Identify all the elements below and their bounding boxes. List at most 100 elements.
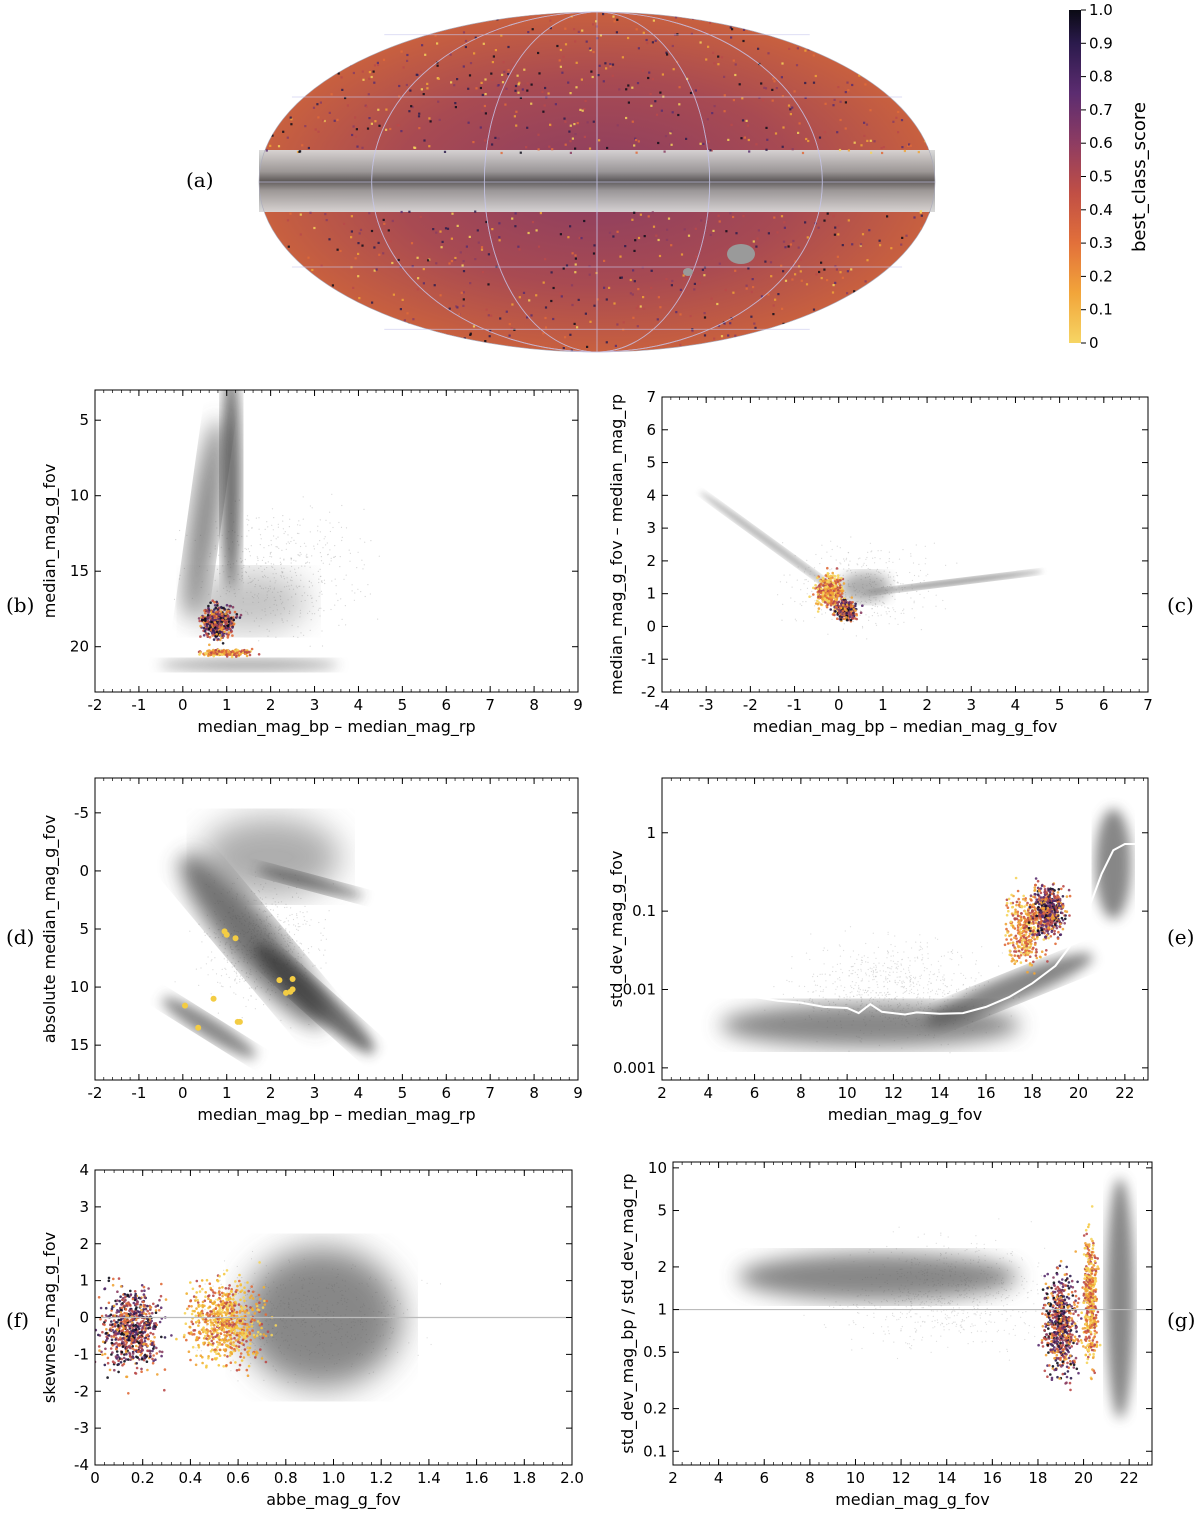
sky-point <box>789 113 792 116</box>
sky-point <box>720 56 724 59</box>
highlight-point <box>287 988 294 995</box>
sky-point <box>571 252 574 255</box>
data-point <box>888 593 890 596</box>
sky-point <box>881 151 884 155</box>
sky-point <box>519 151 522 154</box>
data-point <box>288 931 291 933</box>
data-point <box>883 962 886 965</box>
data-point <box>217 1012 219 1014</box>
data-point <box>253 569 255 571</box>
sky-point <box>804 221 807 224</box>
data-point <box>307 612 309 614</box>
sky-point <box>821 334 824 338</box>
data-point <box>900 612 902 615</box>
data-point <box>811 999 814 1001</box>
sky-point <box>898 294 901 297</box>
data-point <box>208 643 211 647</box>
sky-point <box>900 25 903 28</box>
sky-point <box>707 346 710 350</box>
sky-point <box>920 214 923 217</box>
data-point <box>827 599 831 603</box>
sky-point <box>406 312 409 315</box>
sky-point <box>625 88 628 91</box>
sky-point <box>723 94 726 97</box>
data-point <box>294 946 296 948</box>
sky-point <box>930 278 933 281</box>
sky-point <box>455 305 458 308</box>
sky-point <box>872 323 875 326</box>
sky-point <box>544 86 547 90</box>
data-point <box>890 960 892 962</box>
data-point <box>868 616 870 618</box>
x-tick-label: -1 <box>131 696 146 714</box>
sky-point <box>853 141 856 144</box>
sky-point <box>581 109 584 112</box>
sky-point <box>544 326 548 329</box>
sky-point <box>448 307 451 310</box>
density-blob <box>254 944 375 1054</box>
data-point <box>892 960 895 962</box>
sky-point <box>707 45 710 48</box>
data-point <box>259 897 261 899</box>
sky-point <box>474 36 477 39</box>
data-point <box>873 962 875 965</box>
data-point <box>951 952 954 954</box>
data-point <box>211 951 213 953</box>
sky-point <box>592 120 595 123</box>
sky-point <box>645 38 648 42</box>
x-tick-label: 8 <box>529 696 539 714</box>
data-point <box>299 552 301 554</box>
data-point <box>856 994 858 996</box>
data-point <box>219 616 223 620</box>
data-point <box>297 896 299 898</box>
data-point <box>285 903 287 905</box>
sky-point <box>422 282 425 285</box>
data-point <box>794 618 797 620</box>
sky-point <box>462 298 465 301</box>
sky-point <box>642 31 645 34</box>
data-point <box>880 572 882 574</box>
sky-point <box>780 76 783 79</box>
sky-point <box>729 26 732 29</box>
sky-point <box>589 49 592 52</box>
sky-point <box>836 348 839 352</box>
sky-point <box>720 335 724 338</box>
sky-point <box>525 146 528 149</box>
data-point <box>231 961 233 964</box>
sky-point <box>487 283 490 286</box>
data-point <box>322 934 324 937</box>
data-point <box>909 976 911 979</box>
sky-point <box>880 314 883 317</box>
data-point <box>936 976 939 978</box>
data-point <box>186 534 188 536</box>
data-point <box>892 561 894 563</box>
data-point <box>911 608 913 610</box>
sky-point <box>886 18 889 21</box>
data-point <box>305 555 307 557</box>
sky-point <box>693 282 696 285</box>
sky-point <box>878 57 881 60</box>
data-point <box>860 970 862 972</box>
data-point <box>896 963 898 965</box>
sky-point <box>679 313 682 316</box>
sky-point <box>804 96 807 99</box>
sky-point <box>518 296 521 299</box>
sky-point <box>889 54 892 57</box>
sky-point <box>544 316 547 320</box>
sky-point <box>274 82 278 85</box>
sky-point <box>869 109 872 112</box>
data-point <box>272 529 274 531</box>
sky-point <box>371 325 374 328</box>
sky-point <box>793 90 796 93</box>
data-point <box>240 561 242 563</box>
data-point <box>827 1000 830 1003</box>
sky-point <box>915 307 918 310</box>
data-point <box>886 981 889 983</box>
sky-point <box>481 271 485 274</box>
data-point <box>914 978 916 980</box>
data-point <box>883 999 885 1001</box>
sky-point <box>844 37 847 40</box>
data-point <box>859 557 861 559</box>
sky-point <box>641 69 645 72</box>
